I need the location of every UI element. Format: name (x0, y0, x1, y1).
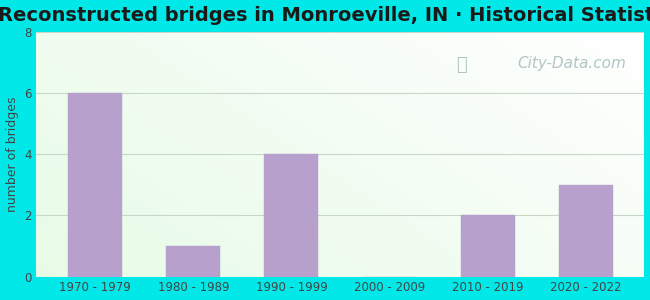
Text: ⦾: ⦾ (456, 56, 467, 74)
Bar (68, 93, 122, 277)
Y-axis label: number of bridges: number of bridges (6, 96, 19, 212)
Bar (558, 185, 612, 277)
Text: City-Data.com: City-Data.com (517, 56, 626, 71)
Bar (461, 215, 515, 277)
Title: Reconstructed bridges in Monroeville, IN · Historical Statistics: Reconstructed bridges in Monroeville, IN… (0, 6, 650, 25)
Bar (166, 246, 220, 277)
Bar (265, 154, 318, 277)
